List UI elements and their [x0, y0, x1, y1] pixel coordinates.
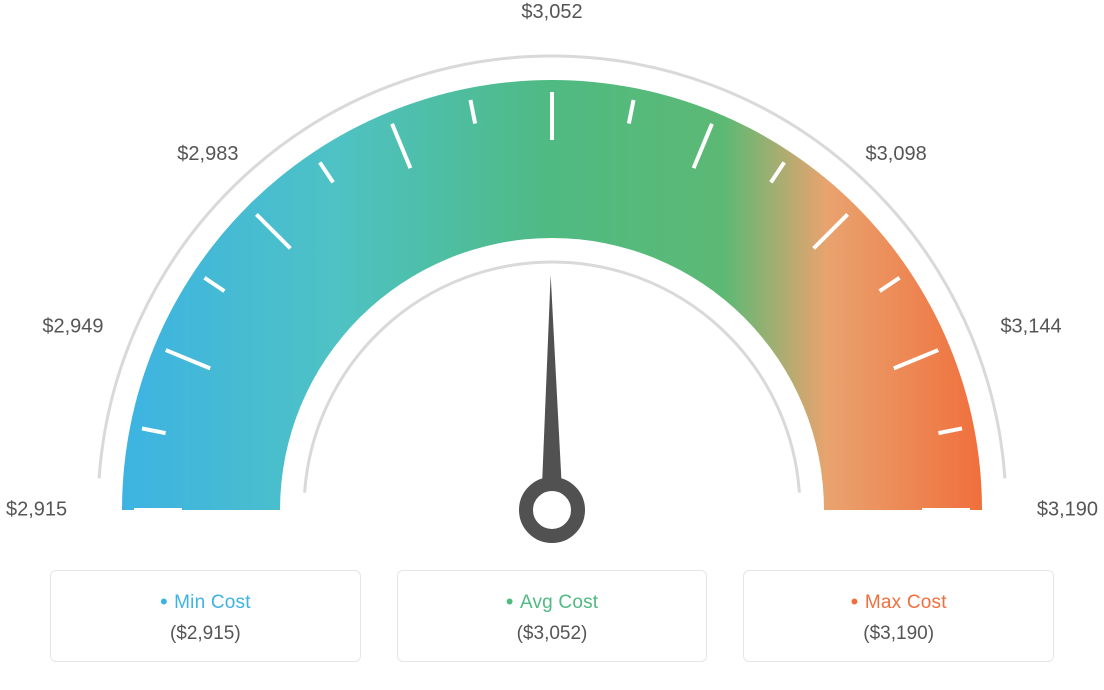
gauge-svg	[0, 0, 1104, 570]
gauge-tick-label: $3,144	[1000, 316, 1061, 339]
legend-card-max: Max Cost ($3,190)	[743, 570, 1054, 662]
legend-max-value: ($3,190)	[754, 623, 1043, 645]
gauge-hub	[526, 484, 578, 536]
legend-card-avg: Avg Cost ($3,052)	[397, 570, 708, 662]
gauge-tick-label: $2,949	[42, 316, 103, 339]
gauge-tick-label: $3,098	[866, 143, 927, 166]
legend-max-label: Max Cost	[754, 589, 1043, 615]
legend-min-value: ($2,915)	[61, 623, 350, 645]
gauge-tick-label: $2,983	[177, 143, 238, 166]
gauge-needle	[541, 275, 563, 510]
legend-card-min: Min Cost ($2,915)	[50, 570, 361, 662]
gauge-chart: $2,915 $2,949 $2,983 $3,052 $3,098 $3,144 $3,1…	[0, 0, 1104, 570]
gauge-tick-label: $2,915	[6, 499, 67, 522]
legend-avg-value: ($3,052)	[408, 623, 697, 645]
gauge-tick-label: $3,190	[1037, 499, 1098, 522]
legend-min-label: Min Cost	[61, 589, 350, 615]
legend-row: Min Cost ($2,915) Avg Cost ($3,052) Max …	[0, 570, 1104, 682]
legend-avg-label: Avg Cost	[408, 589, 697, 615]
gauge-tick-label: $3,052	[521, 1, 582, 24]
